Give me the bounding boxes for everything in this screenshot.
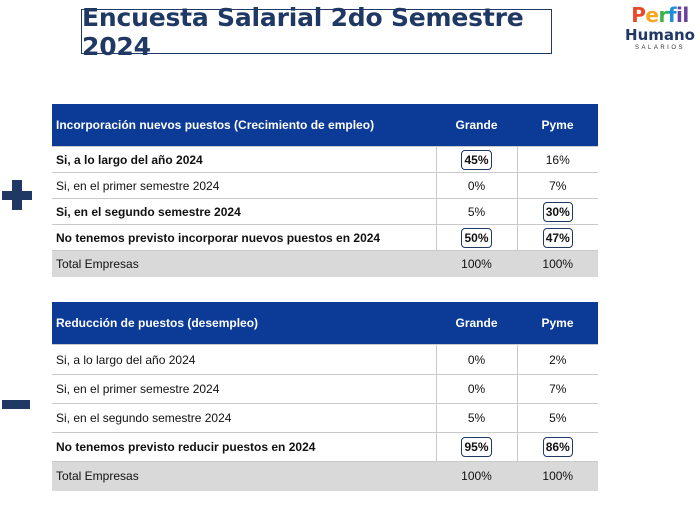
grande-cell: 100% xyxy=(435,461,517,491)
highlighted-value: 50% xyxy=(461,227,492,248)
grande-cell: 100% xyxy=(435,250,517,277)
row-label: Si, a lo largo del año 2024 xyxy=(52,344,436,375)
pyme-cell: 16% xyxy=(516,146,598,173)
total-row: Total Empresas 100% 100% xyxy=(52,250,598,277)
grande-cell: 45% xyxy=(435,146,517,173)
grande-cell: 5% xyxy=(435,198,517,225)
table-row: Si, a lo largo del año 2024 0% 2% xyxy=(52,344,598,375)
grande-cell: 5% xyxy=(435,403,517,433)
header-grande: Grande xyxy=(436,104,517,147)
header-pyme: Pyme xyxy=(517,104,598,147)
highlighted-value: 47% xyxy=(542,227,573,248)
pyme-cell: 100% xyxy=(516,250,598,277)
grande-cell: 0% xyxy=(435,374,517,404)
highlighted-value: 86% xyxy=(542,437,573,457)
logo-subtitle: SALARIOS xyxy=(634,45,685,51)
table-row: Si, a lo largo del año 2024 45% 16% xyxy=(52,146,598,173)
row-label: Si, en el primer semestre 2024 xyxy=(52,172,436,199)
table-row: No tenemos previsto incorporar nuevos pu… xyxy=(52,224,598,251)
header-pyme: Pyme xyxy=(517,302,598,345)
table-row: Si, en el primer semestre 2024 0% 7% xyxy=(52,172,598,199)
row-label: Total Empresas xyxy=(52,461,436,491)
grande-cell: 0% xyxy=(435,344,517,375)
row-label: Si, a lo largo del año 2024 xyxy=(52,146,436,173)
table-row: Si, en el primer semestre 2024 0% 7% xyxy=(52,374,598,404)
grande-cell: 50% xyxy=(435,224,517,251)
logo-perfil-text: Perfil xyxy=(631,3,689,27)
grande-cell: 95% xyxy=(435,432,517,462)
plus-icon xyxy=(2,180,32,210)
header-label: Incorporación nuevos puestos (Crecimient… xyxy=(52,104,436,147)
highlighted-value: 95% xyxy=(461,437,492,457)
highlighted-value: 30% xyxy=(542,201,573,222)
row-label: Si, en el segundo semestre 2024 xyxy=(52,198,436,225)
page-title: Encuesta Salarial 2do Semestre 2024 xyxy=(81,3,552,61)
total-row: Total Empresas 100% 100% xyxy=(52,461,598,491)
grande-cell: 0% xyxy=(435,172,517,199)
highlighted-value: 45% xyxy=(461,149,492,170)
pyme-cell: 100% xyxy=(516,461,598,491)
pyme-cell: 47% xyxy=(516,224,598,251)
row-label: Si, en el primer semestre 2024 xyxy=(52,374,436,404)
pyme-cell: 2% xyxy=(516,344,598,375)
table-header: Incorporación nuevos puestos (Crecimient… xyxy=(52,104,598,147)
perfil-humano-logo: Perfil Humano SALARIOS xyxy=(620,4,700,60)
job-reduction-table: Reducción de puestos (desempleo) Grande … xyxy=(52,302,598,491)
table-row: No tenemos previsto reducir puestos en 2… xyxy=(52,432,598,462)
row-label: Si, en el segundo semestre 2024 xyxy=(52,403,436,433)
table-header: Reducción de puestos (desempleo) Grande … xyxy=(52,302,598,345)
pyme-cell: 30% xyxy=(516,198,598,225)
pyme-cell: 86% xyxy=(516,432,598,462)
table-row: Si, en el segundo semestre 2024 5% 5% xyxy=(52,403,598,433)
row-label: Total Empresas xyxy=(52,250,436,277)
minus-icon xyxy=(2,400,30,409)
pyme-cell: 7% xyxy=(516,172,598,199)
header-label: Reducción de puestos (desempleo) xyxy=(52,302,436,345)
job-growth-table: Incorporación nuevos puestos (Crecimient… xyxy=(52,104,598,277)
pyme-cell: 5% xyxy=(516,403,598,433)
row-label: No tenemos previsto incorporar nuevos pu… xyxy=(52,224,436,251)
table-row: Si, en el segundo semestre 2024 5% 30% xyxy=(52,198,598,225)
header-grande: Grande xyxy=(436,302,517,345)
logo-humano-text: Humano xyxy=(625,26,695,44)
row-label: No tenemos previsto reducir puestos en 2… xyxy=(52,432,436,462)
pyme-cell: 7% xyxy=(516,374,598,404)
